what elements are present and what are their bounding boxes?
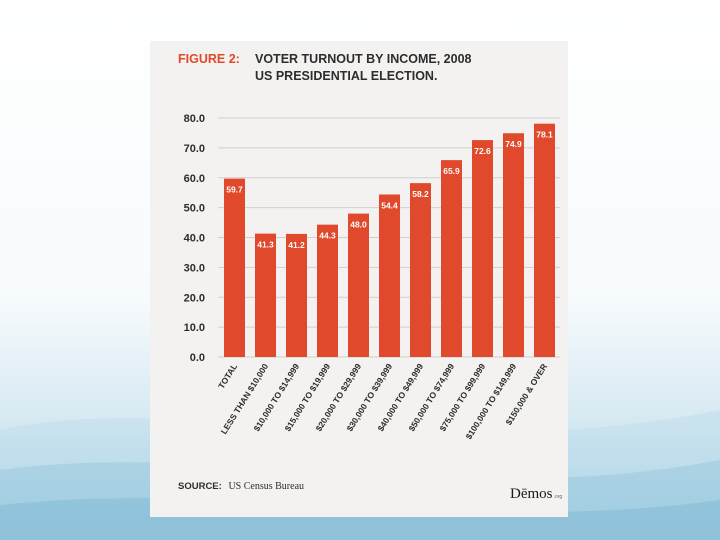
- bar-value-label: 58.2: [412, 189, 429, 199]
- y-tick-label: 40.0: [184, 233, 205, 245]
- bar: [348, 213, 369, 357]
- bar: [441, 160, 462, 357]
- bar-value-label: 74.9: [505, 139, 522, 149]
- bar: [503, 133, 524, 357]
- demos-logo: Dēmos.org: [510, 485, 562, 503]
- x-category-label: TOTAL: [216, 362, 239, 391]
- y-tick-label: 50.0: [184, 203, 205, 215]
- bar-value-label: 41.2: [288, 240, 305, 250]
- bar-value-label: 48.0: [350, 220, 367, 230]
- bar: [472, 140, 493, 357]
- logo-suffix: .org: [553, 494, 563, 500]
- source-text: US Census Bureau: [228, 481, 305, 492]
- bar-chart: 0.0 10.0 20.0 30.0 40.0 50.0 60.0 70.0 80.0 59.7 T…: [184, 113, 560, 441]
- bar-value-label: 78.1: [536, 130, 553, 140]
- y-tick-label: 60.0: [184, 173, 205, 185]
- figure-title: VOTER TURNOUT BY INCOME, 2008 US PRESIDE…: [255, 52, 472, 83]
- source-line: SOURCE: US Census Bureau: [178, 481, 304, 492]
- y-tick-label: 0.0: [190, 352, 205, 364]
- bar-value-label: 41.3: [257, 240, 274, 250]
- y-tick-label: 80.0: [184, 113, 205, 125]
- bar: [224, 178, 245, 357]
- figure-panel: FIGURE 2: VOTER TURNOUT BY INCOME, 2008 …: [150, 41, 568, 517]
- y-tick-label: 70.0: [184, 143, 205, 155]
- bar: [286, 233, 307, 357]
- bar: [534, 123, 555, 358]
- y-tick-label: 20.0: [184, 292, 205, 304]
- bar-value-label: 44.3: [319, 231, 336, 241]
- figure-label: FIGURE 2:: [178, 52, 240, 66]
- bar-value-label: 72.6: [474, 146, 491, 156]
- bar-value-label: 65.9: [443, 166, 460, 176]
- bar-value-label: 54.4: [381, 200, 398, 210]
- y-tick-label: 10.0: [184, 322, 205, 334]
- source-label: SOURCE:: [178, 481, 222, 492]
- bar: [379, 194, 400, 357]
- y-tick-label: 30.0: [184, 262, 205, 274]
- bar: [255, 233, 276, 357]
- bar: [317, 224, 338, 357]
- bar: [410, 183, 431, 357]
- logo-word: Dēmos: [510, 486, 553, 502]
- bar-value-label: 59.7: [226, 185, 243, 195]
